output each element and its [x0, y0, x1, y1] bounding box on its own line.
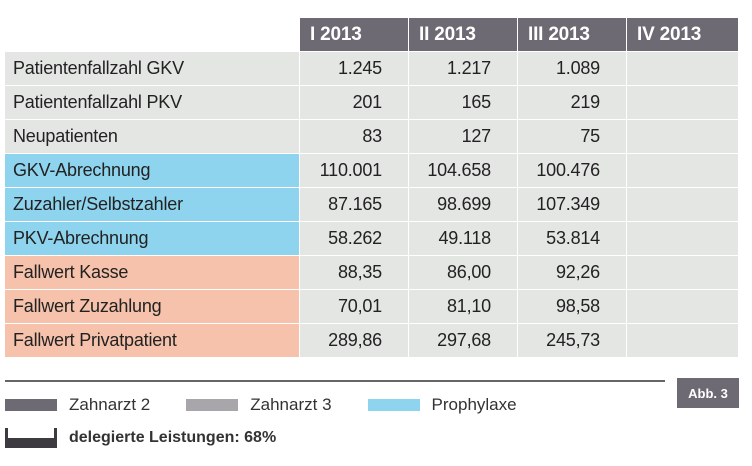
figure-label: Abb. 3 — [677, 378, 739, 408]
value-cell: 201 — [300, 86, 409, 120]
table-row: Fallwert Zuzahlung 70,01 81,10 98,58 — [5, 290, 739, 324]
value-cell: 107.349 — [518, 188, 627, 222]
row-label: Patientenfallzahl PKV — [5, 86, 300, 120]
row-label: Fallwert Zuzahlung — [5, 290, 300, 324]
delegated-services-label: delegierte Leistungen: 68% — [69, 429, 277, 446]
legend-item-zahnarzt-3: Zahnarzt 3 — [186, 395, 332, 415]
legend-label: Zahnarzt 3 — [250, 395, 332, 414]
value-cell — [627, 256, 739, 290]
table-row: Patientenfallzahl PKV 201 165 219 — [5, 86, 739, 120]
row-label: Patientenfallzahl GKV — [5, 52, 300, 86]
value-cell: 1.089 — [518, 52, 627, 86]
header-empty-cell — [5, 18, 300, 52]
value-cell: 75 — [518, 120, 627, 154]
table-row: Fallwert Kasse 88,35 86,00 92,26 — [5, 256, 739, 290]
legend-label: Zahnarzt 2 — [69, 395, 151, 414]
table-row: PKV-Abrechnung 58.262 49.118 53.814 — [5, 222, 739, 256]
header-quarter-4: IV 2013 — [627, 18, 739, 52]
value-cell: 98.699 — [409, 188, 518, 222]
value-cell: 1.245 — [300, 52, 409, 86]
row-label: PKV-Abrechnung — [5, 222, 300, 256]
data-table: I 2013 II 2013 III 2013 IV 2013 Patiente… — [5, 18, 739, 358]
value-cell: 245,73 — [518, 324, 627, 358]
value-cell: 104.658 — [409, 154, 518, 188]
value-cell: 70,01 — [300, 290, 409, 324]
value-cell: 297,68 — [409, 324, 518, 358]
value-cell: 127 — [409, 120, 518, 154]
value-cell — [627, 222, 739, 256]
value-cell — [627, 52, 739, 86]
value-cell: 289,86 — [300, 324, 409, 358]
table-row: Patientenfallzahl GKV 1.245 1.217 1.089 — [5, 52, 739, 86]
value-cell — [627, 86, 739, 120]
delegated-services: delegierte Leistungen: 68% — [5, 428, 276, 448]
header-quarter-2: II 2013 — [409, 18, 518, 52]
value-cell: 165 — [409, 86, 518, 120]
row-label: Neupatienten — [5, 120, 300, 154]
delegated-bracket-icon — [5, 428, 57, 448]
value-cell: 87.165 — [300, 188, 409, 222]
table-row: Fallwert Privatpatient 289,86 297,68 245,73 — [5, 324, 739, 358]
divider-rule — [5, 380, 665, 382]
row-label: GKV-Abrechnung — [5, 154, 300, 188]
value-cell — [627, 154, 739, 188]
legend-label: Prophylaxe — [431, 395, 517, 414]
legend-item-prophylaxe: Prophylaxe — [367, 395, 517, 415]
value-cell: 1.217 — [409, 52, 518, 86]
legend-swatch-prophylaxe — [367, 399, 420, 411]
table-row: Zuzahler/Selbstzahler 87.165 98.699 107.349 — [5, 188, 739, 222]
value-cell: 88,35 — [300, 256, 409, 290]
row-label: Fallwert Kasse — [5, 256, 300, 290]
value-cell: 83 — [300, 120, 409, 154]
value-cell — [627, 188, 739, 222]
table-row: GKV-Abrechnung 110.001 104.658 100.476 — [5, 154, 739, 188]
header-quarter-1: I 2013 — [300, 18, 409, 52]
legend-item-zahnarzt-2: Zahnarzt 2 — [5, 395, 150, 415]
value-cell — [627, 290, 739, 324]
value-cell: 100.476 — [518, 154, 627, 188]
header-quarter-3: III 2013 — [518, 18, 627, 52]
legend-swatch-zahnarzt-3 — [186, 399, 239, 411]
table-row: Neupatienten 83 127 75 — [5, 120, 739, 154]
row-label: Fallwert Privatpatient — [5, 324, 300, 358]
value-cell: 98,58 — [518, 290, 627, 324]
value-cell: 86,00 — [409, 256, 518, 290]
value-cell: 92,26 — [518, 256, 627, 290]
value-cell: 49.118 — [409, 222, 518, 256]
row-label: Zuzahler/Selbstzahler — [5, 188, 300, 222]
value-cell: 110.001 — [300, 154, 409, 188]
legend: Zahnarzt 2 Zahnarzt 3 Prophylaxe — [5, 395, 553, 415]
value-cell: 53.814 — [518, 222, 627, 256]
table-header-row: I 2013 II 2013 III 2013 IV 2013 — [5, 18, 739, 52]
value-cell: 219 — [518, 86, 627, 120]
value-cell: 81,10 — [409, 290, 518, 324]
value-cell — [627, 120, 739, 154]
legend-swatch-zahnarzt-2 — [5, 399, 57, 411]
value-cell: 58.262 — [300, 222, 409, 256]
value-cell — [627, 324, 739, 358]
